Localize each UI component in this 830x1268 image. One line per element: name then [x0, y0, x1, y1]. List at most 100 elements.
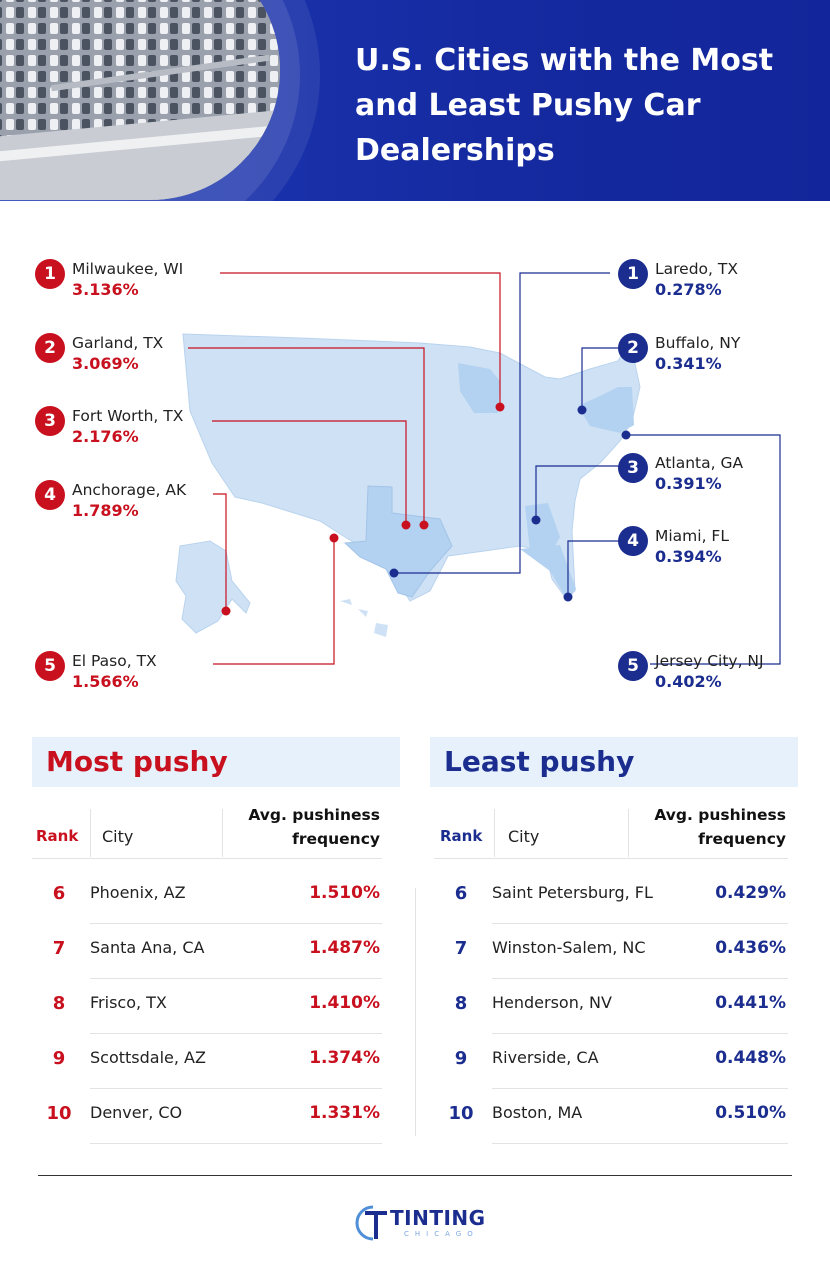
row-city: Frisco, TX: [90, 993, 167, 1012]
callout-least-4: 4 Miami, FL 0.394%: [618, 526, 729, 568]
callout-least-5: 5 Jersey City, NJ 0.402%: [618, 651, 764, 693]
row-rank: 8: [454, 993, 468, 1014]
row-rank: 10: [46, 1103, 72, 1124]
rank-badge: 2: [35, 333, 65, 363]
table-row: 8 Frisco, TX 1.410%: [32, 979, 382, 1034]
row-value: 0.436%: [715, 938, 786, 958]
us-map: [175, 272, 781, 665]
callout-city: Anchorage, AK: [72, 481, 187, 499]
table-row: 6 Saint Petersburg, FL 0.429%: [434, 869, 788, 924]
rank-badge: 4: [35, 480, 65, 510]
table-row: 9 Scottsdale, AZ 1.374%: [32, 1034, 382, 1089]
callout-city: Milwaukee, WI: [72, 260, 184, 278]
callout-city: El Paso, TX: [72, 652, 157, 670]
row-city: Denver, CO: [90, 1103, 183, 1122]
callout-value: 0.394%: [655, 547, 722, 566]
rank-badge: 3: [618, 453, 648, 483]
col-freq-line2: frequency: [698, 830, 786, 848]
callout-city: Garland, TX: [72, 334, 164, 352]
table-divider: [415, 888, 416, 1136]
row-city: Boston, MA: [492, 1103, 583, 1122]
callout-most-5: 5 El Paso, TX 1.566%: [35, 651, 157, 693]
row-value: 1.331%: [309, 1103, 380, 1123]
rank-badge: 5: [35, 651, 65, 681]
column-divider: [222, 809, 223, 857]
callout-most-2: 2 Garland, TX 3.069%: [35, 333, 163, 375]
row-rank: 10: [448, 1103, 474, 1124]
table-row: 6 Phoenix, AZ 1.510%: [32, 869, 382, 924]
hawaii-shape: [340, 599, 388, 637]
row-rank: 7: [52, 938, 66, 959]
header-banner: U.S. Cities with the Most and Least Push…: [0, 0, 830, 201]
parking-lot-photo: [0, 0, 280, 200]
least-pushy-heading: Least pushy: [430, 737, 798, 787]
callout-city: Jersey City, NJ: [655, 652, 764, 670]
row-city: Winston-Salem, NC: [492, 938, 646, 957]
callout-least-2: 2 Buffalo, NY 0.341%: [618, 333, 740, 375]
table-header: Rank City Avg. pushiness frequency: [434, 803, 788, 859]
col-rank-header: Rank: [440, 827, 483, 845]
col-rank-header: Rank: [36, 827, 79, 845]
row-city: Riverside, CA: [492, 1048, 599, 1067]
rank-badge: 1: [618, 259, 648, 289]
callout-value: 0.341%: [655, 354, 722, 373]
table-row: 8 Henderson, NV 0.441%: [434, 979, 788, 1034]
row-value: 1.410%: [309, 993, 380, 1013]
callout-city: Fort Worth, TX: [72, 407, 184, 425]
row-value: 0.429%: [715, 883, 786, 903]
callout-least-1: 1 Laredo, TX 0.278%: [618, 259, 738, 301]
table-row: 7 Winston-Salem, NC 0.436%: [434, 924, 788, 979]
callout-value: 0.391%: [655, 474, 722, 493]
callout-city: Miami, FL: [655, 527, 729, 545]
rank-badge: 5: [618, 651, 648, 681]
callout-value: 0.278%: [655, 280, 722, 299]
row-city: Phoenix, AZ: [90, 883, 186, 902]
us-mainland-shape: [182, 333, 641, 602]
red-markers: [221, 402, 505, 616]
row-rank: 9: [52, 1048, 66, 1069]
column-divider: [494, 809, 495, 857]
georgia-shape: [525, 503, 560, 551]
blue-markers: [389, 405, 631, 602]
wisconsin-shape: [458, 363, 500, 413]
map-section: 1 Milwaukee, WI 3.136% 2 Garland, TX 3.069…: [0, 201, 830, 731]
texas-shape: [343, 485, 453, 598]
alaska-shape: [175, 540, 251, 634]
row-value: 1.487%: [309, 938, 380, 958]
row-rank: 6: [454, 883, 468, 904]
col-freq-line2: frequency: [292, 830, 380, 848]
row-value: 1.510%: [309, 883, 380, 903]
rank-badge: 3: [35, 406, 65, 436]
table-row: 10 Denver, CO 1.331%: [32, 1089, 382, 1144]
callout-value: 3.136%: [72, 280, 139, 299]
least-pushy-table: Rank City Avg. pushiness frequency 6 Sai…: [434, 803, 788, 1144]
col-freq-header: Avg. pushiness frequency: [248, 803, 380, 851]
logo-sub-text: CHICAGO: [404, 1230, 479, 1238]
row-city: Henderson, NV: [492, 993, 612, 1012]
row-value: 0.448%: [715, 1048, 786, 1068]
row-rank: 6: [52, 883, 66, 904]
logo-main-text: TINTING: [390, 1206, 486, 1230]
col-city-header: City: [508, 827, 540, 846]
rank-badge: 4: [618, 526, 648, 556]
row-value: 0.441%: [715, 993, 786, 1013]
column-divider: [628, 809, 629, 857]
most-pushy-heading: Most pushy: [32, 737, 400, 787]
callout-value: 2.176%: [72, 427, 139, 446]
footer-divider: [38, 1175, 792, 1176]
col-city-header: City: [102, 827, 134, 846]
callout-city: Buffalo, NY: [655, 334, 741, 352]
table-row: 9 Riverside, CA 0.448%: [434, 1034, 788, 1089]
row-city: Santa Ana, CA: [90, 938, 205, 957]
table-row: 10 Boston, MA 0.510%: [434, 1089, 788, 1144]
row-city: Scottsdale, AZ: [90, 1048, 206, 1067]
row-rank: 9: [454, 1048, 468, 1069]
tinting-chicago-logo: [355, 1205, 387, 1241]
callout-least-3: 3 Atlanta, GA 0.391%: [618, 453, 743, 495]
most-pushy-table: Rank City Avg. pushiness frequency 6 Pho…: [32, 803, 382, 1144]
row-value: 1.374%: [309, 1048, 380, 1068]
callout-value: 1.789%: [72, 501, 139, 520]
row-rank: 8: [52, 993, 66, 1014]
callout-value: 1.566%: [72, 672, 139, 691]
row-value: 0.510%: [715, 1103, 786, 1123]
